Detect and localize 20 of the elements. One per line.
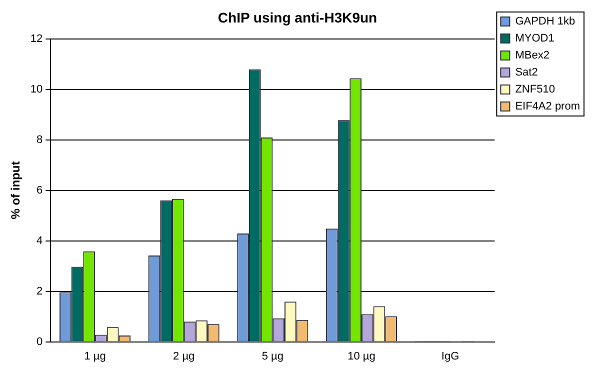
legend-label: ZNF510	[515, 84, 555, 96]
y-tick-label: 10	[30, 83, 43, 96]
y-tick-label: 8	[36, 134, 43, 146]
y-tick-label: 0	[36, 336, 43, 348]
y-tick-label: 2	[36, 285, 43, 298]
x-tick-label: 10 µg	[348, 350, 376, 362]
x-tick-label: IgG	[441, 350, 460, 362]
y-tick-label: 12	[30, 32, 43, 45]
y-axis-title: % of input	[8, 161, 23, 220]
x-tick-label: 2 µg	[173, 350, 195, 362]
x-tick-label: 5 µg	[262, 350, 284, 362]
legend-label: EIF4A2 prom	[515, 100, 580, 113]
y-tick-label: 6	[36, 184, 43, 196]
legend-label: MBex2	[515, 50, 550, 62]
x-tick-label: 1 µg	[84, 350, 106, 362]
legend-label: GAPDH 1kb	[515, 16, 576, 28]
chart-title: ChIP using anti-H3K9un	[218, 9, 378, 26]
legend-label: MYOD1	[515, 32, 554, 45]
y-tick-label: 4	[36, 234, 43, 247]
legend-label: Sat2	[515, 66, 538, 79]
